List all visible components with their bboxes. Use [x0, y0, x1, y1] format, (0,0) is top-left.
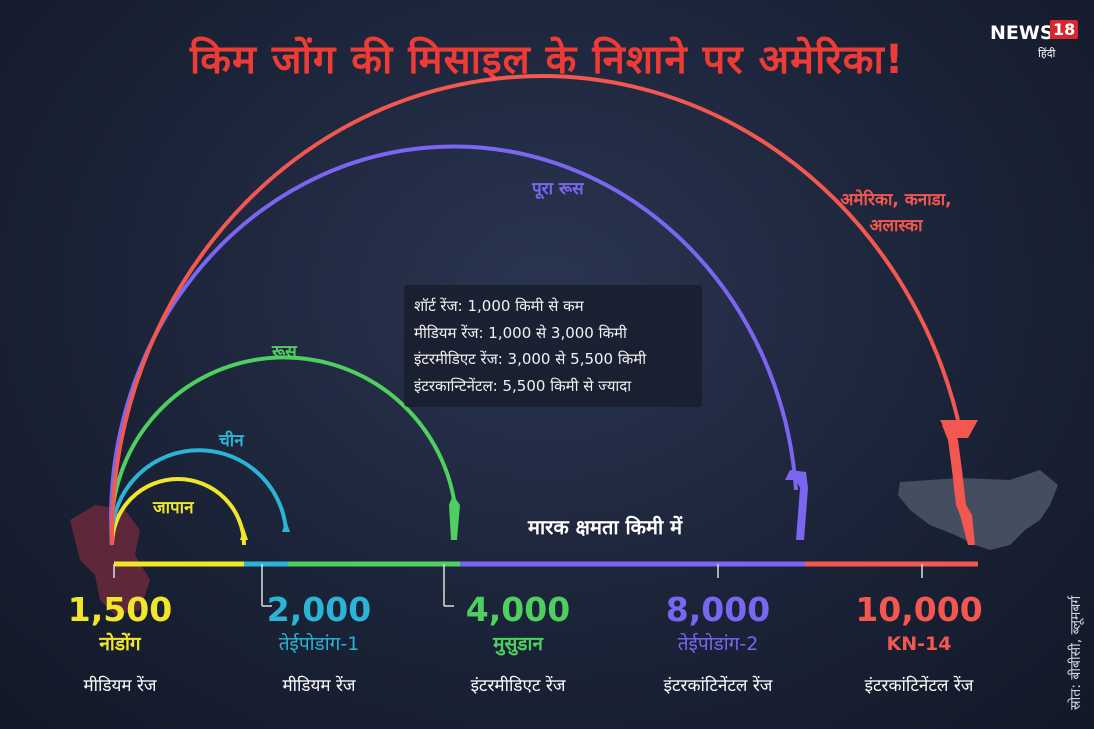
news18-logo: NEWS 18 हिंदी [990, 18, 1079, 64]
logo-sub: हिंदी [1038, 47, 1056, 60]
info-short-range: शॉर्ट रेंज: 1,000 किमी से कम [414, 297, 584, 315]
missile-russia-icon [449, 495, 460, 540]
missile-range-class: इंटरकांटिनेंटल रेंज [864, 676, 974, 696]
info-medium-range: मीडियम रेंज: 1,000 से 3,000 किमी [414, 323, 627, 342]
missile-name: नोडोंग [99, 633, 141, 655]
range-definitions-box: शॉर्ट रेंज: 1,000 किमी से कम मीडियम रेंज… [404, 285, 702, 407]
missile-name: मुसुडान [493, 633, 543, 655]
missile-column-musudan: 4,000 मुसुडान इंटरमीडिएट रेंज [423, 590, 613, 700]
info-intermediate-range: इंटरमीडिएट रेंज: 3,000 से 5,500 किमी [414, 350, 647, 368]
arc-label-america-line2: अलास्का [869, 216, 923, 236]
missile-name: तेईपोडांग-1 [278, 633, 360, 655]
missile-china-icon [282, 520, 290, 532]
arc-label-japan: जापान [153, 498, 194, 518]
logo-number: 18 [1050, 20, 1079, 39]
korea-map-shape [70, 505, 150, 615]
missile-japan-icon [240, 528, 248, 540]
missile-range-class: इंटरमीडिएट रेंज [470, 676, 566, 696]
arc-america [109, 74, 960, 546]
missile-range-class: मीडियम रेंज [282, 676, 356, 696]
arc-label-whole-russia: पूरा रूस [532, 179, 584, 199]
missile-range-value: 2,000 [266, 590, 372, 629]
missile-range-value: 4,000 [465, 590, 571, 629]
arc-china [109, 448, 288, 546]
source-text: स्रोत: बीबीसी, ब्लूमबर्ग [1068, 595, 1084, 710]
missile-column-kn14: 10,000 KN-14 इंटरकांटिनेंटल रेंज [824, 590, 1014, 700]
missile-column-nodong: 1,500 नोडोंग मीडियम रेंज [25, 590, 215, 700]
missile-range-class: इंटरकांटिनेंटल रेंज [663, 676, 773, 696]
arc-japan [110, 477, 246, 546]
missile-range-value: 8,000 [665, 590, 771, 629]
missile-range-class: मीडियम रेंज [83, 676, 157, 696]
logo-text: NEWS [990, 22, 1054, 44]
usa-map-shape [898, 470, 1058, 550]
info-intercontinental-range: इंटरकान्टिनेंटल: 5,500 किमी से ज्यादा [414, 376, 632, 395]
missile-america-icon [940, 420, 978, 545]
arc-label-china: चीन [219, 431, 244, 451]
missile-name: KN-14 [886, 633, 952, 655]
arc-russia [109, 355, 458, 546]
source-credit: स्रोत: बीबीसी, ब्लूमबर्ग [1066, 560, 1086, 710]
missile-whole-russia-icon [785, 470, 808, 540]
missile-column-taepodong1: 2,000 तेईपोडांग-1 मीडियम रेंज [224, 590, 414, 700]
arc-label-america: अमेरिका, कनाडा, अलास्का [836, 187, 956, 239]
axis-title: मारक क्षमता किमी में [528, 515, 683, 539]
missile-range-value: 1,500 [67, 590, 173, 629]
missile-name: तेईपोडांग-2 [677, 633, 759, 655]
arc-label-russia: रूस [272, 342, 297, 362]
missile-range-value: 10,000 [855, 590, 983, 629]
missile-column-taepodong2: 8,000 तेईपोडांग-2 इंटरकांटिनेंटल रेंज [623, 590, 813, 700]
arc-label-america-line1: अमेरिका, कनाडा, [840, 190, 952, 210]
